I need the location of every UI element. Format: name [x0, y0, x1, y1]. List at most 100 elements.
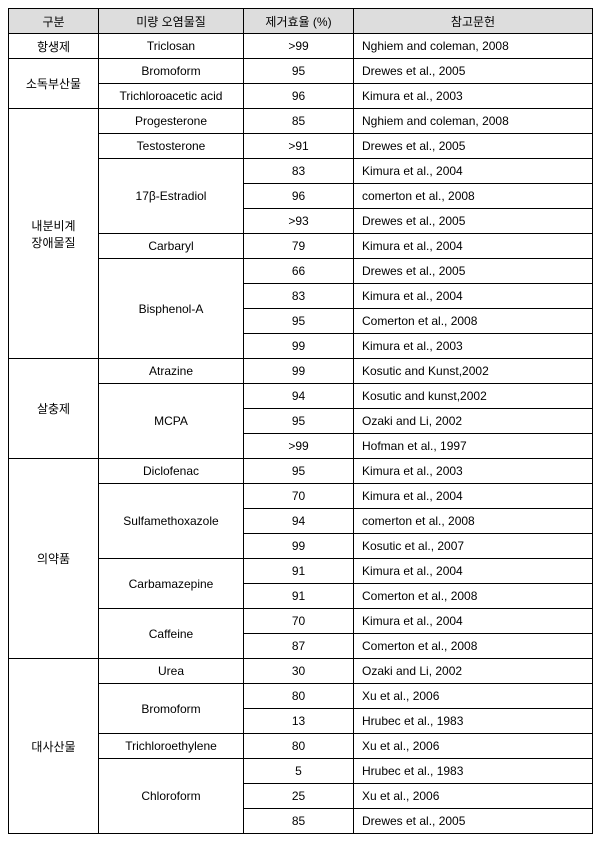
cell-reference: Drewes et al., 2005	[354, 259, 593, 284]
cell-efficiency: 13	[244, 709, 354, 734]
cell-pollutant: Triclosan	[99, 34, 244, 59]
cell-efficiency: 95	[244, 459, 354, 484]
cell-efficiency: 80	[244, 684, 354, 709]
cell-reference: Comerton et al., 2008	[354, 584, 593, 609]
cell-reference: comerton et al., 2008	[354, 184, 593, 209]
cell-category: 항생제	[9, 34, 99, 59]
cell-efficiency: 95	[244, 59, 354, 84]
cell-reference: Nghiem and coleman, 2008	[354, 34, 593, 59]
header-category: 구분	[9, 9, 99, 34]
cell-pollutant: Sulfamethoxazole	[99, 484, 244, 559]
cell-efficiency: 5	[244, 759, 354, 784]
cell-reference: comerton et al., 2008	[354, 509, 593, 534]
table-row: 내분비계장애물질Progesterone85Nghiem and coleman…	[9, 109, 593, 134]
cell-efficiency: 99	[244, 359, 354, 384]
cell-reference: Kimura et al., 2004	[354, 284, 593, 309]
cell-efficiency: 96	[244, 84, 354, 109]
cell-reference: Drewes et al., 2005	[354, 809, 593, 834]
cell-efficiency: 99	[244, 534, 354, 559]
cell-reference: Drewes et al., 2005	[354, 59, 593, 84]
cell-reference: Ozaki and Li, 2002	[354, 409, 593, 434]
cell-efficiency: 99	[244, 334, 354, 359]
cell-reference: Drewes et al., 2005	[354, 209, 593, 234]
cell-pollutant: Trichloroethylene	[99, 734, 244, 759]
cell-efficiency: 80	[244, 734, 354, 759]
table-body: 항생제Triclosan>99Nghiem and coleman, 2008소…	[9, 34, 593, 834]
table-header: 구분 미량 오염물질 제거효율 (%) 참고문헌	[9, 9, 593, 34]
cell-efficiency: 96	[244, 184, 354, 209]
table-row: 항생제Triclosan>99Nghiem and coleman, 2008	[9, 34, 593, 59]
cell-efficiency: >99	[244, 434, 354, 459]
cell-efficiency: 95	[244, 309, 354, 334]
cell-reference: Kimura et al., 2004	[354, 484, 593, 509]
cell-category: 대사산물	[9, 659, 99, 834]
cell-reference: Kimura et al., 2004	[354, 159, 593, 184]
cell-category: 의약품	[9, 459, 99, 659]
cell-efficiency: 95	[244, 409, 354, 434]
cell-pollutant: Testosterone	[99, 134, 244, 159]
cell-efficiency: 94	[244, 384, 354, 409]
cell-efficiency: 70	[244, 484, 354, 509]
cell-reference: Xu et al., 2006	[354, 784, 593, 809]
table-row: 의약품Diclofenac95Kimura et al., 2003	[9, 459, 593, 484]
cell-reference: Nghiem and coleman, 2008	[354, 109, 593, 134]
cell-efficiency: 85	[244, 109, 354, 134]
cell-reference: Comerton et al., 2008	[354, 309, 593, 334]
cell-reference: Kimura et al., 2003	[354, 84, 593, 109]
cell-reference: Kimura et al., 2004	[354, 559, 593, 584]
cell-pollutant: Progesterone	[99, 109, 244, 134]
cell-efficiency: 30	[244, 659, 354, 684]
cell-reference: Drewes et al., 2005	[354, 134, 593, 159]
cell-reference: Kimura et al., 2003	[354, 459, 593, 484]
cell-efficiency: 66	[244, 259, 354, 284]
cell-efficiency: 91	[244, 559, 354, 584]
cell-pollutant: Trichloroacetic acid	[99, 84, 244, 109]
header-reference: 참고문헌	[354, 9, 593, 34]
cell-reference: Kosutic et al., 2007	[354, 534, 593, 559]
cell-pollutant: Bromoform	[99, 59, 244, 84]
cell-efficiency: >91	[244, 134, 354, 159]
cell-pollutant: Carbaryl	[99, 234, 244, 259]
cell-category: 살충제	[9, 359, 99, 459]
contaminant-removal-table: 구분 미량 오염물질 제거효율 (%) 참고문헌 항생제Triclosan>99…	[8, 8, 593, 834]
table-row: 살충제Atrazine99Kosutic and Kunst,2002	[9, 359, 593, 384]
cell-efficiency: 25	[244, 784, 354, 809]
cell-pollutant: Atrazine	[99, 359, 244, 384]
cell-reference: Hrubec et al., 1983	[354, 709, 593, 734]
cell-pollutant: MCPA	[99, 384, 244, 459]
cell-pollutant: Chloroform	[99, 759, 244, 834]
cell-pollutant: Bisphenol-A	[99, 259, 244, 359]
cell-category: 소독부산물	[9, 59, 99, 109]
cell-efficiency: >99	[244, 34, 354, 59]
cell-reference: Kimura et al., 2003	[354, 334, 593, 359]
cell-pollutant: 17β-Estradiol	[99, 159, 244, 234]
cell-reference: Hofman et al., 1997	[354, 434, 593, 459]
cell-efficiency: 83	[244, 159, 354, 184]
table-row: 대사산물Urea30Ozaki and Li, 2002	[9, 659, 593, 684]
cell-efficiency: >93	[244, 209, 354, 234]
cell-pollutant: Diclofenac	[99, 459, 244, 484]
cell-reference: Kimura et al., 2004	[354, 609, 593, 634]
header-efficiency: 제거효율 (%)	[244, 9, 354, 34]
cell-efficiency: 85	[244, 809, 354, 834]
cell-reference: Hrubec et al., 1983	[354, 759, 593, 784]
cell-reference: Kimura et al., 2004	[354, 234, 593, 259]
cell-pollutant: Bromoform	[99, 684, 244, 734]
cell-pollutant: Urea	[99, 659, 244, 684]
cell-reference: Xu et al., 2006	[354, 684, 593, 709]
cell-reference: Kosutic and Kunst,2002	[354, 359, 593, 384]
cell-efficiency: 94	[244, 509, 354, 534]
cell-efficiency: 91	[244, 584, 354, 609]
cell-efficiency: 79	[244, 234, 354, 259]
cell-reference: Ozaki and Li, 2002	[354, 659, 593, 684]
cell-pollutant: Carbamazepine	[99, 559, 244, 609]
cell-category: 내분비계장애물질	[9, 109, 99, 359]
cell-efficiency: 87	[244, 634, 354, 659]
cell-pollutant: Caffeine	[99, 609, 244, 659]
cell-reference: Comerton et al., 2008	[354, 634, 593, 659]
table-row: 소독부산물Bromoform95Drewes et al., 2005	[9, 59, 593, 84]
cell-efficiency: 83	[244, 284, 354, 309]
cell-efficiency: 70	[244, 609, 354, 634]
cell-reference: Kosutic and kunst,2002	[354, 384, 593, 409]
header-pollutant: 미량 오염물질	[99, 9, 244, 34]
